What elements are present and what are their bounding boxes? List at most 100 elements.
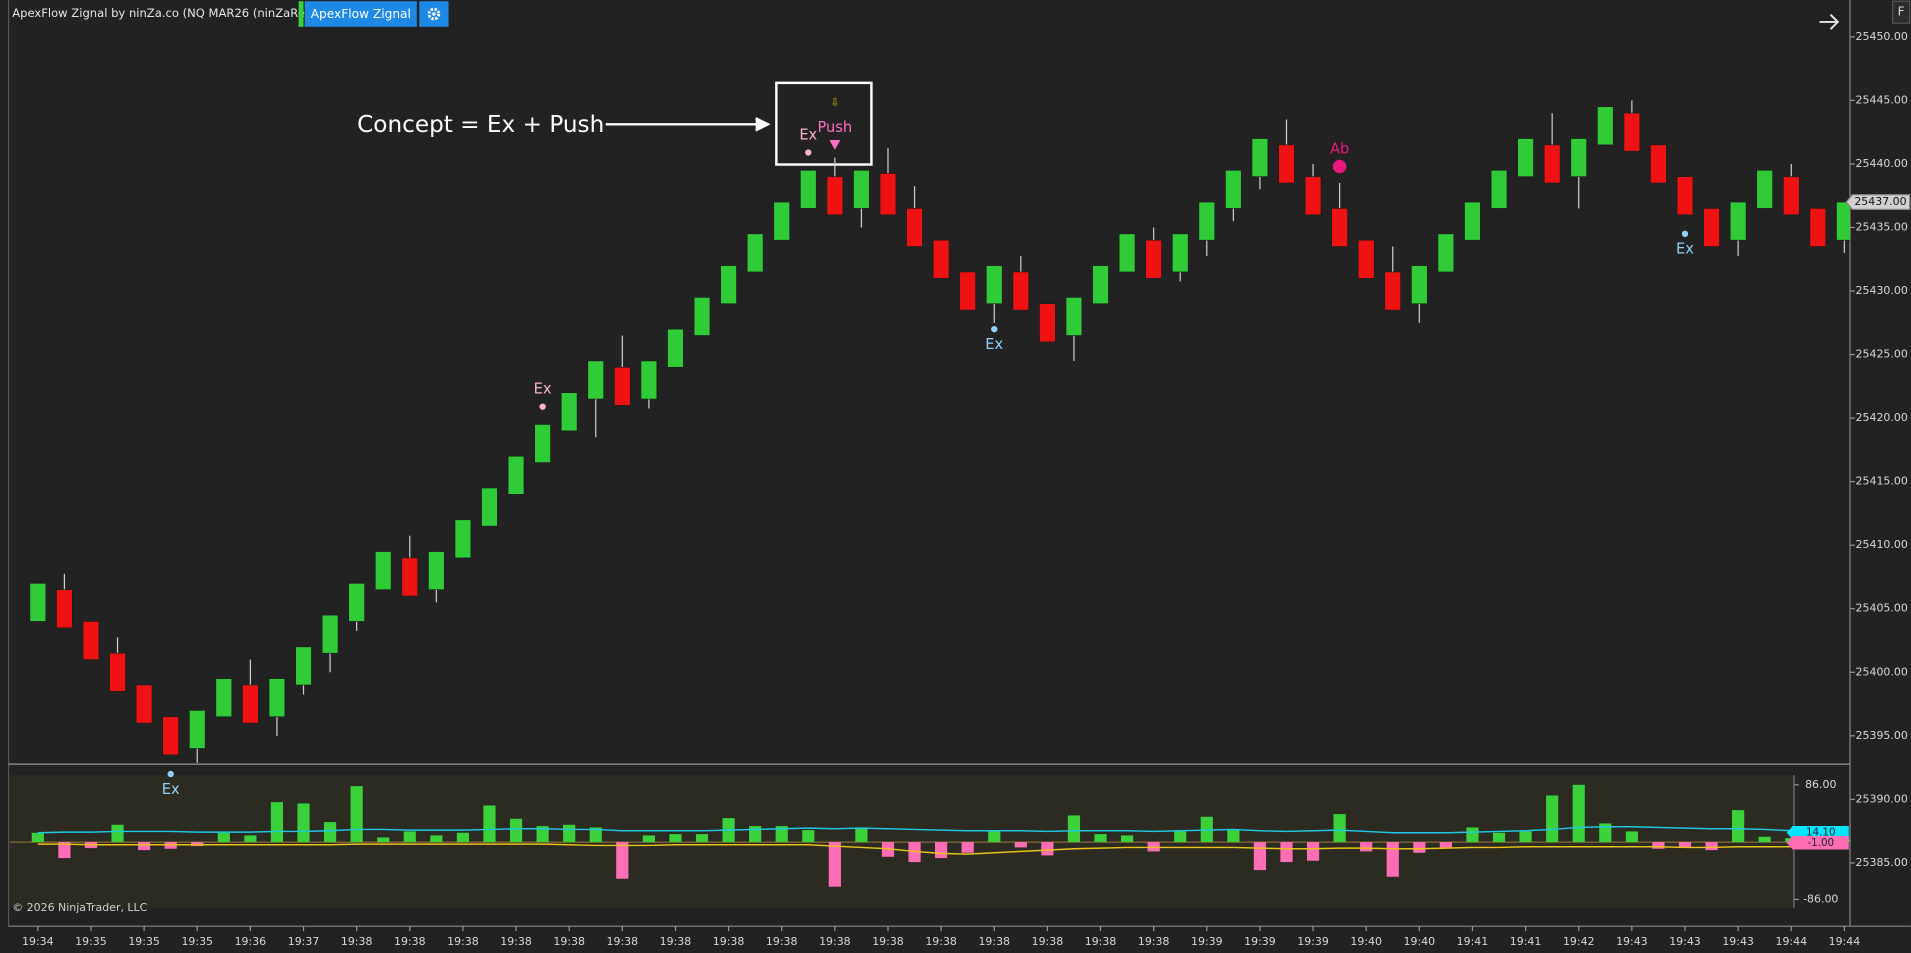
- value-tag-label: -1.00: [1807, 837, 1834, 849]
- candle-body: [640, 360, 658, 400]
- indicator-bar: [456, 832, 470, 843]
- indicator-button[interactable]: [304, 1, 417, 27]
- time-tick-label: 19:38: [1032, 935, 1064, 948]
- time-tick-label: 19:40: [1350, 935, 1382, 948]
- candle-body: [189, 710, 206, 749]
- indicator-bar: [1174, 831, 1187, 843]
- indicator-bar: [509, 818, 523, 843]
- corner-box[interactable]: [1892, 0, 1911, 24]
- candle-body: [693, 297, 711, 336]
- time-tick-label: 19:37: [288, 935, 320, 948]
- time-tick-label: 19:44: [1829, 935, 1861, 948]
- indicator-bar: [828, 842, 841, 887]
- indicator-bar: [31, 832, 44, 843]
- candle-body: [1331, 208, 1348, 247]
- candle-body: [959, 271, 976, 311]
- indicator-bar: [1705, 842, 1718, 851]
- time-tick-label: 19:39: [1297, 935, 1329, 948]
- time-tick-label: 19:35: [181, 935, 213, 948]
- candle-body: [162, 716, 179, 756]
- candle-body: [1357, 239, 1375, 279]
- candle-body: [215, 678, 233, 718]
- collapse-arrow[interactable]: [1819, 13, 1840, 30]
- chart-title: ApexFlow Zignal by ninZa.co (NQ MAR26 (n…: [12, 6, 367, 20]
- last-price-tag: [1845, 194, 1911, 210]
- signal-dot: [991, 325, 998, 333]
- indicator-bar: [58, 842, 71, 859]
- signal-label: Ex: [799, 126, 817, 143]
- concept-annotation: Concept = Ex + Push: [357, 112, 604, 138]
- candle-body: [1225, 169, 1242, 209]
- candle-body: [56, 589, 73, 629]
- indicator-bar: [536, 826, 549, 843]
- candle-body: [773, 201, 790, 241]
- candle-body: [1384, 271, 1401, 311]
- indicator-bar: [775, 826, 788, 843]
- indicator-bar: [1094, 834, 1107, 843]
- candle-body: [932, 239, 950, 279]
- indicator-bar: [1625, 831, 1638, 843]
- indicator-bar: [1333, 814, 1346, 843]
- candle-body: [401, 557, 419, 597]
- indicator-bar: [961, 842, 974, 853]
- signal-label: Ex: [162, 781, 180, 798]
- time-tick-label: 19:40: [1404, 935, 1436, 948]
- time-tick-label: 19:38: [394, 935, 426, 948]
- candle-body: [268, 678, 286, 718]
- price-tick-label: 25440.00: [1856, 157, 1908, 170]
- price-tick-label: 25420.00: [1856, 411, 1908, 424]
- time-tick-label: 19:38: [713, 935, 745, 948]
- indicator-bar: [802, 830, 815, 843]
- indicator-bar: [1652, 842, 1665, 849]
- candle-body: [1570, 138, 1587, 177]
- candle-body: [374, 551, 392, 590]
- candle-body: [986, 265, 1003, 305]
- time-tick-label: 19:43: [1616, 935, 1648, 948]
- signal-dot: [1332, 159, 1347, 174]
- indicator-bar: [642, 835, 655, 843]
- indicator-bar: [1732, 810, 1745, 843]
- indicator-bar: [297, 803, 310, 843]
- price-tick-label: 25400.00: [1856, 665, 1908, 678]
- candle-body: [1676, 176, 1694, 216]
- candle-body: [242, 684, 259, 724]
- time-tick-label: 19:41: [1457, 935, 1489, 948]
- last-price-label: 25437.00: [1854, 195, 1906, 208]
- indicator-line: [37, 843, 1845, 855]
- gear-center: [432, 12, 436, 16]
- candle-body: [1464, 201, 1481, 241]
- candle-body: [1650, 144, 1667, 184]
- candle-body: [109, 652, 126, 692]
- indicator-bar: [483, 805, 496, 843]
- candle-body: [1118, 233, 1136, 273]
- corner-label: F: [1898, 5, 1905, 19]
- indicator-tick-label: 86.00: [1805, 778, 1836, 791]
- indicator-bar: [669, 834, 682, 843]
- indicator-bar: [589, 827, 602, 843]
- candle-body: [1411, 265, 1428, 305]
- price-tick-label: 25430.00: [1856, 284, 1908, 297]
- time-tick-label: 19:38: [872, 935, 904, 948]
- indicator-bar: [1120, 835, 1134, 843]
- price-tick-label: 25445.00: [1856, 93, 1908, 106]
- candle-body: [1092, 265, 1109, 305]
- price-tick-label: 25425.00: [1856, 348, 1908, 361]
- indicator-bar: [1572, 784, 1585, 843]
- candle-body: [428, 551, 445, 590]
- candle-body: [481, 487, 498, 527]
- candle-body: [1065, 297, 1083, 336]
- candle-body: [1490, 169, 1508, 209]
- time-tick-label: 19:38: [660, 935, 692, 948]
- indicator-bar: [111, 824, 124, 843]
- indicator-bar: [1280, 842, 1293, 863]
- indicator-bar: [855, 827, 868, 843]
- candle-body: [1437, 233, 1455, 273]
- signal-label: Ab: [1330, 140, 1349, 157]
- indicator-bar: [749, 826, 762, 843]
- indicator-bar: [244, 835, 257, 843]
- indicator-bar: [1466, 827, 1479, 843]
- time-tick-label: 19:38: [819, 935, 851, 948]
- indicator-button-label: ApexFlow Zignal: [311, 7, 411, 21]
